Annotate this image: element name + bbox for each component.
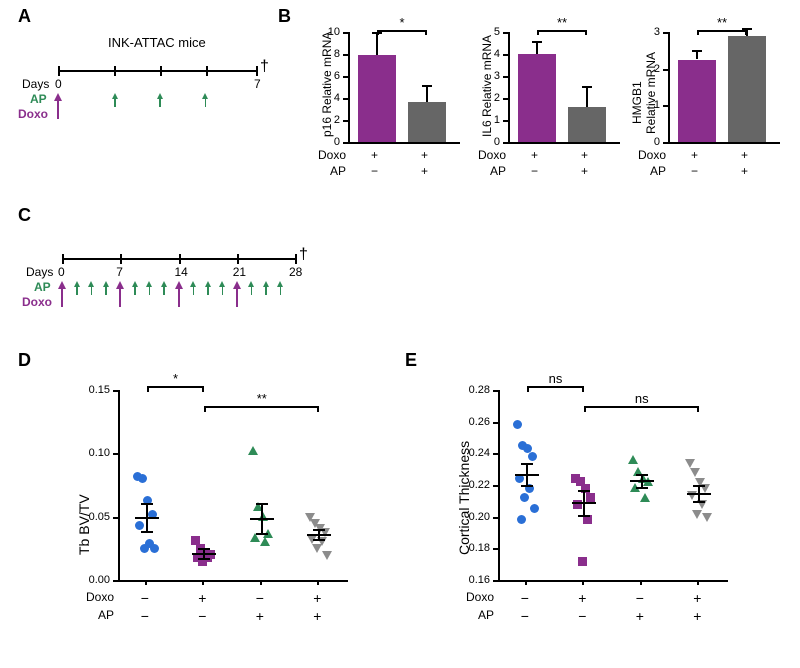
panel-e-scatter: Cortical Thickness0.160.180.200.220.240.… bbox=[450, 370, 740, 650]
data-point bbox=[513, 420, 522, 429]
data-point bbox=[150, 544, 159, 553]
timeline-c-dagger: † bbox=[299, 246, 308, 264]
data-point bbox=[702, 513, 712, 522]
timeline-a-line bbox=[58, 70, 258, 72]
panel-c-timeline: † Days AP Doxo 07142128 bbox=[62, 238, 312, 338]
panel-a-label: A bbox=[18, 6, 31, 27]
data-point bbox=[528, 452, 537, 461]
data-point bbox=[640, 493, 650, 502]
data-point bbox=[530, 504, 539, 513]
data-point bbox=[692, 510, 702, 519]
day7-a: 7 bbox=[254, 77, 261, 91]
data-point bbox=[248, 446, 258, 455]
timeline-a-dagger: † bbox=[260, 58, 269, 76]
data-point bbox=[140, 544, 149, 553]
panel-b-label: B bbox=[278, 6, 291, 27]
data-point bbox=[685, 459, 695, 468]
day0-a: 0 bbox=[55, 77, 62, 91]
days-label-a: Days bbox=[22, 77, 49, 91]
data-point bbox=[322, 551, 332, 560]
days-label-c: Days bbox=[26, 265, 53, 279]
data-point bbox=[690, 468, 700, 477]
data-point bbox=[586, 493, 595, 502]
data-point bbox=[138, 474, 147, 483]
data-point bbox=[687, 491, 697, 500]
panel-b: 0246810p16 Relative mRNA*DoxoAP+−++01234… bbox=[310, 14, 790, 194]
panel-a-title: INK-ATTAC mice bbox=[108, 35, 206, 50]
doxo-label-c: Doxo bbox=[22, 295, 52, 309]
data-point bbox=[520, 493, 529, 502]
data-point bbox=[312, 544, 322, 553]
panel-d-scatter: Tb BV/TV0.000.050.100.15***DoxoAP−+−+−−+… bbox=[70, 370, 360, 650]
doxo-label-a: Doxo bbox=[18, 107, 48, 121]
data-point bbox=[578, 557, 587, 566]
data-point bbox=[628, 455, 638, 464]
panel-c-label: C bbox=[18, 205, 31, 226]
ap-label-a: AP bbox=[30, 92, 47, 106]
data-point bbox=[260, 537, 270, 546]
panel-a-timeline: INK-ATTAC mice † Days 0 7 AP Doxo bbox=[58, 35, 268, 145]
panel-d-label: D bbox=[18, 350, 31, 371]
ap-label-c: AP bbox=[34, 280, 51, 294]
data-point bbox=[517, 515, 526, 524]
data-point bbox=[135, 521, 144, 530]
panel-e-label: E bbox=[405, 350, 417, 371]
